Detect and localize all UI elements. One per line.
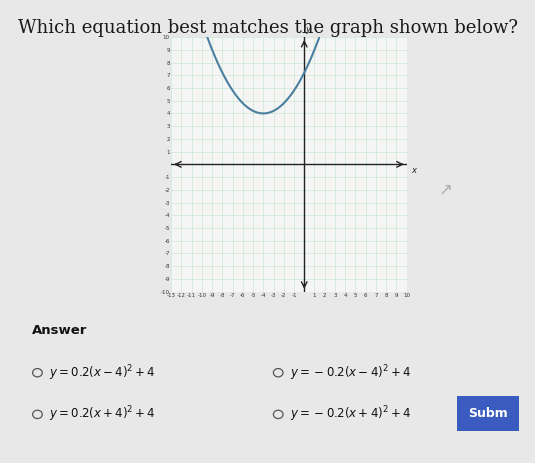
Text: y: y <box>305 25 310 34</box>
Text: ↗: ↗ <box>439 181 453 199</box>
Text: Subm: Subm <box>468 407 508 420</box>
Text: $y = 0.2(x + 4)^{2} + 4$: $y = 0.2(x + 4)^{2} + 4$ <box>49 405 156 424</box>
Text: $y = -0.2(x - 4)^{2} + 4$: $y = -0.2(x - 4)^{2} + 4$ <box>290 363 411 382</box>
Text: $y = -0.2(x + 4)^{2} + 4$: $y = -0.2(x + 4)^{2} + 4$ <box>290 405 411 424</box>
Text: x: x <box>412 166 417 175</box>
Text: Answer: Answer <box>32 324 88 337</box>
Text: $y = 0.2(x - 4)^{2} + 4$: $y = 0.2(x - 4)^{2} + 4$ <box>49 363 156 382</box>
Text: Which equation best matches the graph shown below?: Which equation best matches the graph sh… <box>18 19 517 37</box>
